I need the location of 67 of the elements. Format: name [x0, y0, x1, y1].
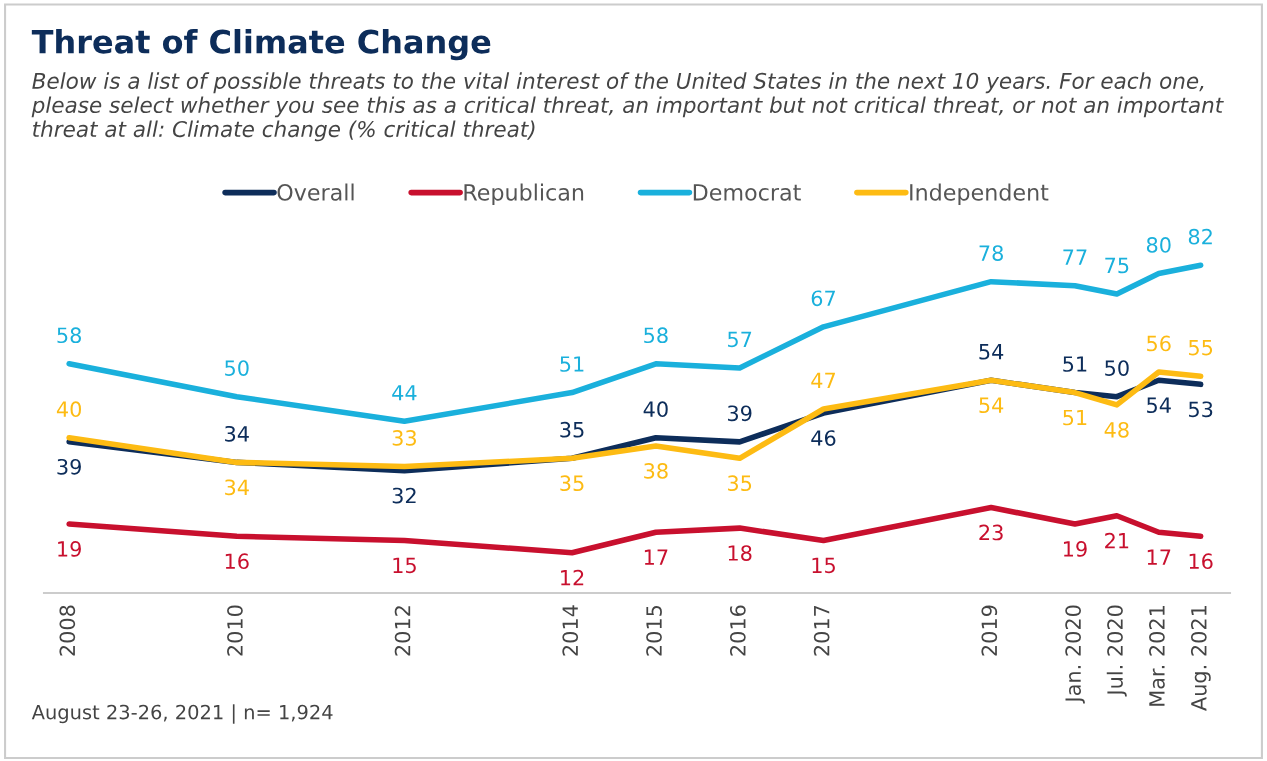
- data-label: 35: [728, 475, 752, 492]
- chart-title: Threat of Climate Change: [31, 29, 491, 61]
- data-label: 48: [1104, 421, 1129, 438]
- data-label: 75: [1105, 257, 1129, 274]
- data-label: 80: [1146, 237, 1171, 253]
- data-label: 77: [1063, 249, 1087, 265]
- x-tick-label: Jan. 2020: [1065, 605, 1085, 704]
- data-label: 34: [225, 479, 249, 496]
- data-label: 19: [58, 541, 81, 557]
- data-label: 55: [1189, 339, 1213, 356]
- data-label: 58: [57, 327, 81, 344]
- data-label: 50: [225, 360, 249, 376]
- data-label: 15: [812, 557, 835, 574]
- data-label: 44: [392, 385, 417, 401]
- data-label: 23: [979, 524, 1003, 541]
- x-tick-label: 2017: [813, 605, 830, 656]
- data-label: 57: [728, 331, 752, 348]
- data-label: 12: [561, 569, 584, 586]
- text: August 23-26, 2021 | n= 1,924: [31, 704, 333, 724]
- data-label: 35: [560, 475, 584, 492]
- x-tick-label: 2008: [59, 605, 76, 656]
- legend-label: Independent: [910, 183, 1049, 205]
- x-tick-label: 2016: [729, 605, 746, 656]
- data-label: 17: [1147, 549, 1171, 565]
- data-label: 16: [225, 553, 249, 570]
- data-label: 39: [57, 458, 81, 475]
- x-tick-label: 2015: [646, 605, 662, 656]
- data-label: 17: [644, 549, 668, 565]
- data-label: 35: [560, 421, 584, 438]
- data-label: 34: [225, 425, 249, 442]
- data-label: 21: [1105, 532, 1129, 549]
- data-label: 51: [1063, 356, 1087, 372]
- data-label: 40: [643, 401, 668, 418]
- data-label: 32: [392, 487, 416, 504]
- data-label: 39: [728, 405, 752, 422]
- data-label: 16: [1189, 553, 1213, 570]
- x-tick-label: 2014: [562, 605, 579, 656]
- data-label: 19: [1063, 541, 1087, 557]
- data-label: 58: [644, 327, 668, 344]
- data-label: 38: [644, 463, 668, 479]
- x-tick-label: 2012: [394, 606, 411, 656]
- data-label: 67: [811, 290, 835, 307]
- data-label: 78: [979, 245, 1003, 261]
- data-label: 54: [979, 344, 1004, 360]
- data-label: 51: [1063, 409, 1087, 426]
- data-label: 47: [811, 372, 835, 388]
- legend-label: Overall: [277, 183, 354, 201]
- x-tick-label: Mar. 2021: [1149, 606, 1165, 706]
- data-label: 51: [560, 356, 584, 372]
- data-label: 50: [1105, 360, 1129, 376]
- x-tick-label: 2019: [981, 605, 998, 656]
- data-label: 18: [728, 545, 752, 561]
- data-label: 40: [56, 401, 82, 418]
- chart-subtitle: Below is a list of possible threats to the vital interest of the United States in the next 10 years. For each one, please select whether you see this as a critical threat, an important but not critical threat, or not an important threat at all: Climate change (% critical threat): [31, 72, 1224, 142]
- legend-label: Democrat: [693, 184, 801, 201]
- legend-label: Republican: [464, 183, 584, 205]
- data-label: 56: [1147, 335, 1171, 352]
- data-label: 54: [1147, 397, 1171, 414]
- data-label: 53: [1189, 401, 1213, 418]
- data-label: 33: [392, 430, 416, 446]
- x-tick-label: 2010: [227, 605, 243, 656]
- data-label: 46: [811, 430, 836, 446]
- x-tick-label: Aug. 2021: [1190, 606, 1211, 711]
- data-label: 54: [979, 397, 1004, 414]
- data-label: 82: [1188, 228, 1212, 245]
- x-tick-label: Jul. 2020: [1106, 605, 1127, 697]
- data-label: 15: [393, 557, 416, 574]
